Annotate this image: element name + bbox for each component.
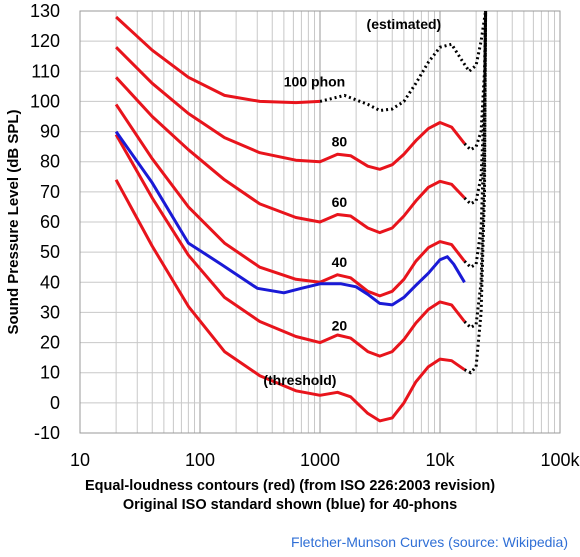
estimated-segment-0: [463, 10, 488, 375]
estimated-curves: [319, 10, 488, 375]
y-tick-label: 80: [40, 152, 60, 172]
phon-curve-80: [115, 46, 466, 171]
curve-annotation: 80: [332, 134, 348, 150]
y-tick-label: 130: [30, 1, 60, 21]
phon-curve-0: [114, 179, 466, 423]
curve-annotation: 20: [332, 318, 348, 334]
y-tick-label: 10: [40, 363, 60, 383]
curve-annotations: (estimated) 100 phon 80 60 40 20 (threshold): [263, 16, 441, 388]
y-tick-label: 60: [40, 212, 60, 232]
curve-annotation: 60: [332, 194, 348, 210]
curve-annotation: 40: [332, 254, 348, 270]
phon-curve-60: [114, 76, 466, 235]
y-tick-label: 40: [40, 272, 60, 292]
estimated-segment-20: [463, 10, 488, 330]
y-tick-label: 120: [30, 31, 60, 51]
estimated-segment-80: [463, 10, 488, 152]
x-tick-label: 100: [185, 450, 215, 470]
x-tick-label: 1000: [300, 450, 340, 470]
iso226-curves: [114, 15, 466, 423]
y-axis-label: Sound Pressure Level (dB SPL): [5, 109, 22, 334]
phon-curve-20: [114, 133, 466, 358]
estimated-segment-60: [463, 10, 488, 206]
grid-lines: [79, 10, 561, 434]
y-tick-label: 70: [40, 182, 60, 202]
y-tick-label: -10: [34, 423, 60, 443]
y-tick-label: 20: [40, 333, 60, 353]
original-40-phon-curve: [114, 130, 466, 307]
phon-curve-100: [115, 15, 321, 105]
x-axis-label-line1: Equal-loudness contours (red) (from ISO …: [84, 478, 496, 494]
original-iso-curve: [114, 130, 466, 307]
x-tick-label: 100k: [540, 450, 580, 470]
curve-annotation: 100 phon: [284, 73, 345, 89]
source-credit: Fletcher-Munson Curves (source: Wikipedi…: [291, 534, 568, 550]
y-tick-label: 0: [50, 393, 60, 413]
tick-labels: -10 0 10 20 30 40 50 60 70 80 90 100 110 120 130 10 100 1…: [30, 1, 580, 470]
plot-frame: [79, 10, 561, 434]
x-axis-label-line2: Original ISO standard shown (blue) for 4…: [122, 497, 458, 513]
x-tick-label: 10k: [425, 450, 455, 470]
phon-curve-40: [114, 103, 466, 298]
y-tick-label: 90: [40, 122, 60, 142]
curve-annotation: (estimated): [367, 16, 442, 32]
estimated-segment-100: [319, 10, 488, 113]
y-tick-label: 50: [40, 242, 60, 262]
y-tick-label: 100: [30, 91, 60, 111]
y-tick-label: 30: [40, 302, 60, 322]
y-tick-label: 110: [31, 61, 60, 81]
x-tick-label: 10: [70, 450, 90, 470]
curve-annotation: (threshold): [263, 372, 336, 388]
